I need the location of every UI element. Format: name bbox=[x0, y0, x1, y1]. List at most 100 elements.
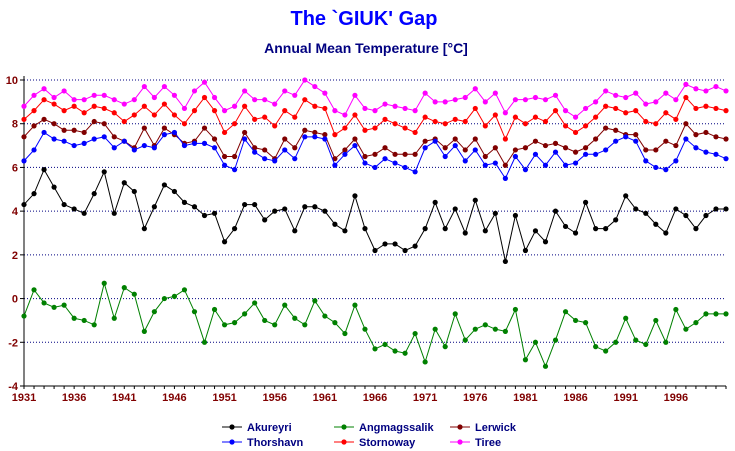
data-point bbox=[583, 145, 589, 151]
data-point bbox=[552, 108, 559, 114]
data-point bbox=[161, 101, 167, 107]
data-point bbox=[372, 247, 378, 254]
data-point bbox=[151, 94, 157, 101]
data-point bbox=[131, 97, 137, 103]
data-point bbox=[552, 337, 559, 343]
data-point bbox=[262, 156, 268, 162]
data-point bbox=[683, 326, 689, 332]
x-tick-label: 1966 bbox=[363, 392, 387, 404]
data-point bbox=[51, 94, 57, 101]
data-point bbox=[552, 140, 559, 146]
data-point bbox=[232, 167, 238, 173]
data-point bbox=[613, 105, 619, 112]
data-point bbox=[492, 210, 498, 216]
data-point bbox=[532, 114, 539, 120]
data-point bbox=[171, 112, 178, 118]
data-point bbox=[282, 108, 288, 114]
legend-label: Tiree bbox=[475, 437, 501, 449]
x-tick-label: 1946 bbox=[162, 392, 186, 404]
data-point bbox=[532, 138, 539, 144]
data-point bbox=[171, 92, 178, 98]
data-point bbox=[472, 86, 478, 92]
data-point bbox=[512, 306, 519, 313]
data-point bbox=[502, 258, 508, 265]
data-point bbox=[111, 145, 117, 151]
data-point bbox=[51, 184, 57, 190]
data-point bbox=[282, 136, 288, 142]
data-point bbox=[452, 97, 458, 103]
x-tick-label: 1996 bbox=[664, 392, 688, 404]
data-point bbox=[492, 145, 498, 151]
data-point bbox=[201, 339, 208, 345]
data-point bbox=[663, 167, 669, 173]
data-point bbox=[683, 212, 689, 219]
data-point bbox=[161, 295, 167, 302]
legend-swatch-marker bbox=[229, 439, 235, 445]
data-point bbox=[713, 105, 719, 112]
data-point bbox=[51, 304, 57, 310]
data-point bbox=[292, 315, 298, 321]
data-point bbox=[522, 247, 529, 254]
data-point bbox=[101, 121, 107, 127]
data-point bbox=[402, 105, 408, 112]
data-point bbox=[81, 317, 87, 324]
data-point bbox=[472, 147, 478, 153]
x-tick-label: 1991 bbox=[613, 392, 637, 404]
data-point bbox=[502, 110, 508, 116]
data-point bbox=[713, 151, 719, 157]
data-point bbox=[21, 313, 27, 319]
data-point bbox=[522, 121, 529, 127]
data-point bbox=[723, 311, 729, 317]
data-point bbox=[653, 99, 659, 105]
data-point bbox=[21, 201, 27, 208]
data-point bbox=[181, 142, 188, 149]
data-point bbox=[482, 99, 488, 105]
data-point bbox=[322, 313, 328, 319]
legend-swatch-marker bbox=[341, 439, 347, 445]
data-point bbox=[723, 136, 729, 142]
data-point bbox=[262, 147, 268, 153]
data-point bbox=[342, 112, 348, 118]
data-point bbox=[452, 311, 458, 317]
data-point bbox=[552, 149, 559, 155]
data-point bbox=[613, 92, 619, 98]
data-point bbox=[272, 158, 278, 164]
x-tick-label: 1981 bbox=[513, 392, 537, 404]
data-point bbox=[432, 199, 438, 205]
data-point bbox=[552, 92, 559, 98]
data-point bbox=[392, 151, 398, 157]
data-point bbox=[51, 101, 57, 107]
y-tick-label: 4 bbox=[12, 206, 19, 218]
data-point bbox=[512, 97, 519, 103]
data-point bbox=[673, 158, 679, 164]
data-point bbox=[532, 228, 539, 234]
data-point bbox=[221, 322, 228, 328]
data-point bbox=[71, 103, 77, 109]
data-point bbox=[532, 151, 539, 157]
data-point bbox=[141, 142, 147, 149]
data-point bbox=[522, 97, 529, 103]
data-point bbox=[262, 317, 268, 324]
data-point bbox=[322, 136, 328, 142]
data-point bbox=[232, 103, 238, 109]
data-point bbox=[613, 138, 619, 144]
data-point bbox=[422, 145, 428, 151]
data-point bbox=[221, 162, 228, 168]
data-point bbox=[462, 94, 468, 101]
data-point bbox=[61, 127, 67, 133]
data-point bbox=[181, 199, 188, 205]
data-point bbox=[111, 315, 117, 321]
data-point bbox=[171, 188, 178, 195]
data-point bbox=[593, 151, 599, 157]
data-point bbox=[292, 228, 298, 234]
data-point bbox=[522, 167, 529, 173]
data-point bbox=[181, 105, 188, 112]
data-point bbox=[101, 92, 107, 98]
data-point bbox=[221, 239, 228, 245]
data-point bbox=[332, 162, 338, 168]
data-point bbox=[292, 156, 298, 162]
data-point bbox=[41, 300, 47, 306]
data-point bbox=[292, 114, 298, 120]
x-tick-label: 1961 bbox=[313, 392, 337, 404]
data-point bbox=[292, 92, 298, 98]
